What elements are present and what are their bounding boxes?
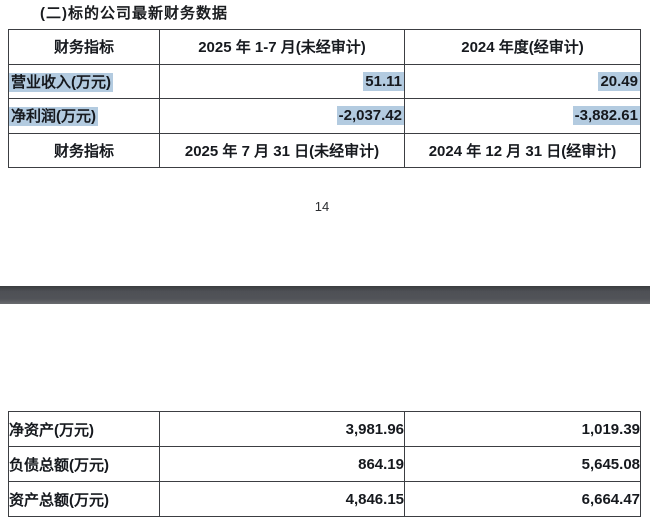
cell-label: 财务指标 <box>8 132 160 168</box>
cell-label: 负债总额(万元) <box>8 446 160 482</box>
table-subheader-row-dates: 财务指标 2025 年 7 月 31 日(未经审计) 2024 年 12 月 3… <box>8 132 641 168</box>
highlighted-text: -3,882.61 <box>572 106 640 126</box>
cell-value: 2025 年 7 月 31 日(未经审计) <box>159 132 405 168</box>
header-cell-period-2025: 2025 年 1-7 月(未经审计) <box>159 29 405 65</box>
table-row-total-liabilities: 负债总额(万元) 864.19 5,645.08 <box>8 446 641 482</box>
table-row-revenue: 营业收入(万元) 51.11 20.49 <box>8 63 641 99</box>
page-separator-bar <box>0 286 650 304</box>
cell-value: 5,645.08 <box>404 446 641 482</box>
header-cell-period-2024: 2024 年度(经审计) <box>404 29 641 65</box>
table-row-net-profit: 净利润(万元) -2,037.42 -3,882.61 <box>8 98 641 134</box>
highlighted-text: 营业收入(万元) <box>9 72 113 92</box>
cell-value: 6,664.47 <box>404 481 641 517</box>
cell-label: 资产总额(万元) <box>8 481 160 517</box>
cell-value: 3,981.96 <box>159 411 405 447</box>
cell-value: 4,846.15 <box>159 481 405 517</box>
table-header-row: 财务指标 2025 年 1-7 月(未经审计) 2024 年度(经审计) <box>8 29 641 65</box>
cell-value: 20.49 <box>404 63 641 99</box>
page-number: 14 <box>314 199 330 214</box>
table-row-net-assets: 净资产(万元) 3,981.96 1,019.39 <box>8 411 641 447</box>
highlighted-text: 51.11 <box>363 71 404 91</box>
cell-label: 营业收入(万元) <box>8 63 160 99</box>
cell-value: 1,019.39 <box>404 411 641 447</box>
cell-label: 净利润(万元) <box>8 98 160 134</box>
cell-value: -2,037.42 <box>159 98 405 134</box>
header-cell-indicator: 财务指标 <box>8 29 160 65</box>
highlighted-text: -2,037.42 <box>336 106 404 126</box>
table-row-total-assets: 资产总额(万元) 4,846.15 6,664.47 <box>8 481 641 517</box>
financial-table-income: 财务指标 2025 年 1-7 月(未经审计) 2024 年度(经审计) 营业收… <box>8 29 641 168</box>
highlighted-text: 20.49 <box>598 71 640 91</box>
section-heading: (二)标的公司最新财务数据 <box>40 5 228 22</box>
cell-value: 864.19 <box>159 446 405 482</box>
financial-table-balance: 净资产(万元) 3,981.96 1,019.39 负债总额(万元) 864.1… <box>8 411 641 517</box>
cell-value: 51.11 <box>159 63 405 99</box>
cell-value: 2024 年 12 月 31 日(经审计) <box>404 132 641 168</box>
cell-value: -3,882.61 <box>404 98 641 134</box>
highlighted-text: 净利润(万元) <box>9 107 98 127</box>
cell-label: 净资产(万元) <box>8 411 160 447</box>
